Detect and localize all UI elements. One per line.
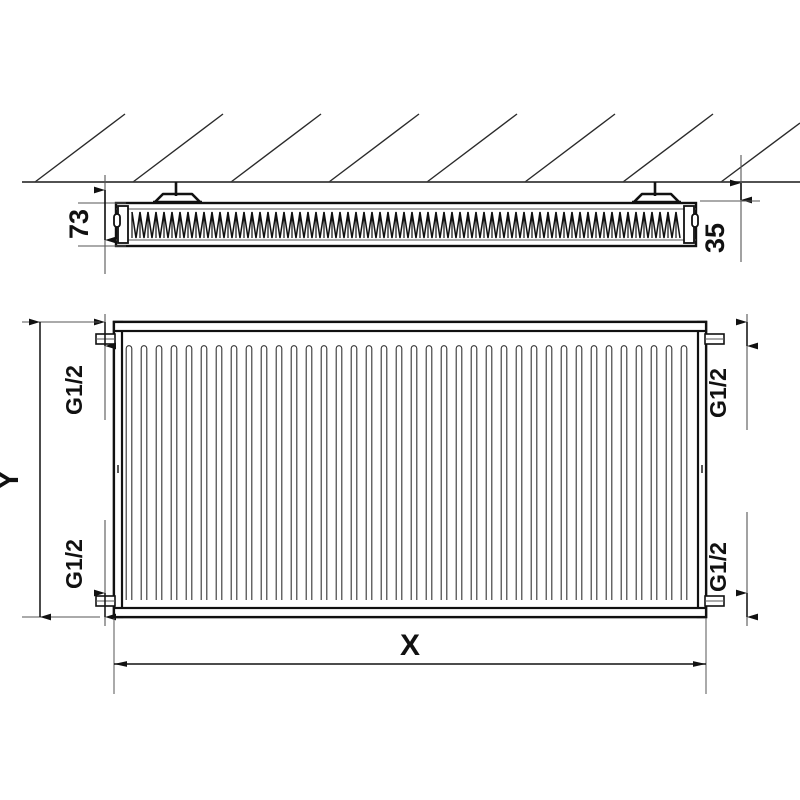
section-fin-verticals [131, 212, 677, 238]
g12-leader-top-left: G1/2 [61, 314, 116, 420]
dimension-depth-73: 73 [64, 175, 116, 274]
wall-mount-bracket [153, 182, 202, 204]
dimension-width-x: X [113, 618, 707, 694]
g12-leader-bottom-right: G1/2 [705, 512, 758, 626]
section-right-endcap [683, 205, 699, 244]
dimension-label-x: X [400, 629, 420, 662]
side-section-view: 73 35 [22, 113, 800, 274]
g12-label-top-left: G1/2 [61, 365, 87, 415]
connection-top-right [704, 333, 725, 345]
section-convector-fins [131, 211, 681, 239]
connection-bottom-right [704, 595, 725, 607]
wall-mount-bracket [632, 182, 681, 204]
dimension-label-73: 73 [64, 209, 94, 239]
g12-leader-bottom-left: G1/2 [61, 520, 116, 626]
front-channels [125, 343, 688, 603]
g12-leader-top-right: G1/2 [705, 314, 758, 430]
front-bottom-rail [112, 606, 708, 619]
g12-label-bottom-right: G1/2 [705, 542, 731, 592]
dimension-wall-gap-35: 35 [700, 155, 760, 262]
g12-label-bottom-left: G1/2 [61, 539, 87, 589]
dimension-label-y: Y [0, 470, 25, 490]
g12-label-top-right: G1/2 [705, 368, 731, 418]
wall-hatching [34, 113, 800, 183]
dimension-label-35: 35 [700, 223, 730, 253]
dimension-height-y: Y [0, 318, 100, 621]
front-view: G1/2 G1/2 G1/2 G1/2 Y [0, 314, 758, 694]
front-top-rail [112, 320, 708, 333]
